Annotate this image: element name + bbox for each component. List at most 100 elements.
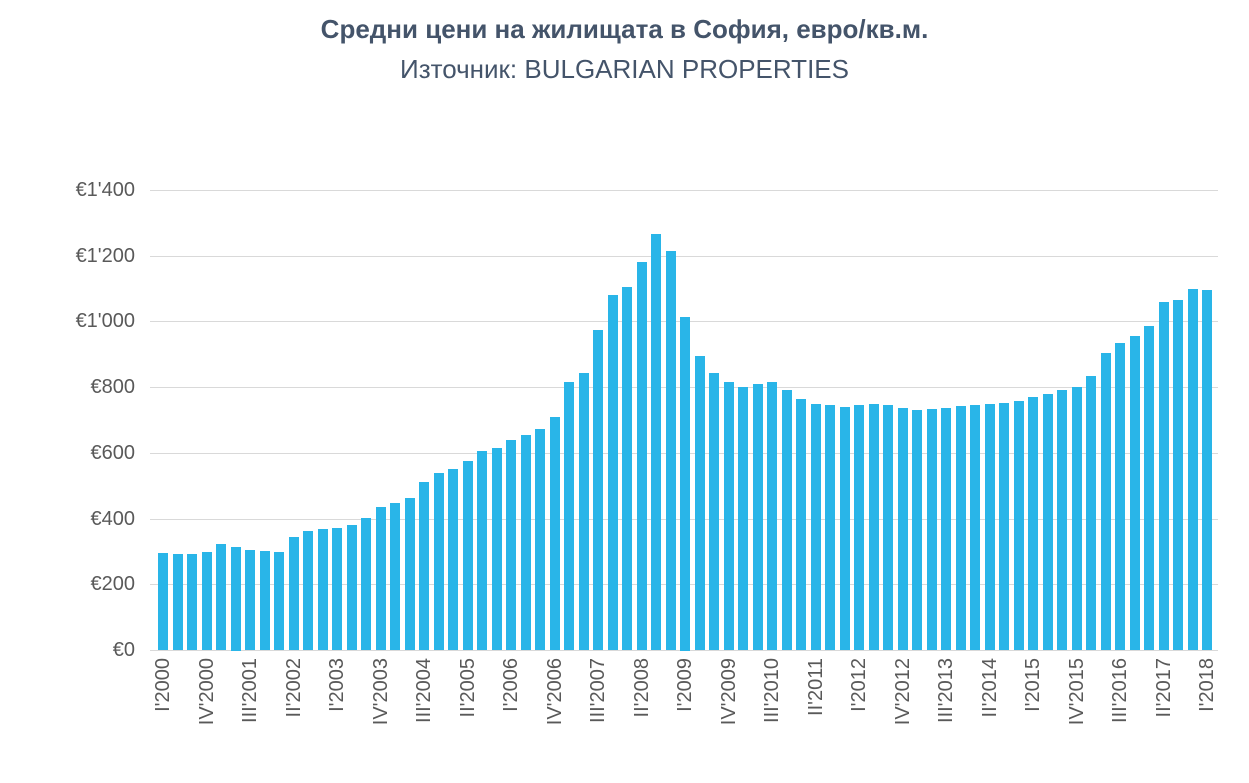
bar xyxy=(883,405,893,650)
bar xyxy=(303,531,313,650)
bar xyxy=(970,405,980,650)
gridline xyxy=(150,190,1218,191)
x-axis-tick-label: IV'2000 xyxy=(196,658,218,726)
bar xyxy=(521,435,531,650)
x-axis-tick-label: II'2011 xyxy=(805,658,827,716)
gridline xyxy=(150,256,1218,257)
bar xyxy=(390,503,400,650)
bar xyxy=(941,408,951,650)
bar xyxy=(738,387,748,650)
x-axis-tick-label: IV'2006 xyxy=(544,658,566,726)
x-axis-tick-label: IV'2003 xyxy=(370,658,392,726)
bar xyxy=(811,404,821,650)
bar xyxy=(1043,394,1053,650)
bar xyxy=(1173,300,1183,650)
bar xyxy=(680,317,690,651)
x-axis-tick-label: I'2018 xyxy=(1196,658,1218,712)
bar xyxy=(187,554,197,650)
bar xyxy=(463,461,473,650)
bar xyxy=(666,251,676,650)
bar xyxy=(158,553,168,650)
bar xyxy=(927,409,937,650)
x-axis-tick-label: IV'2012 xyxy=(892,658,914,726)
bar xyxy=(608,295,618,650)
bar xyxy=(318,529,328,650)
bar xyxy=(724,382,734,650)
bar xyxy=(1086,376,1096,650)
bar xyxy=(332,528,342,650)
chart-subtitle: Източник: BULGARIAN PROPERTIES xyxy=(400,54,849,84)
bar xyxy=(898,408,908,650)
bar xyxy=(753,384,763,650)
bar xyxy=(985,404,995,650)
bar xyxy=(274,552,284,650)
bar xyxy=(709,373,719,650)
bar xyxy=(695,356,705,650)
bar xyxy=(405,498,415,650)
y-axis-tick-label: €1'200 xyxy=(75,245,135,267)
bar xyxy=(854,405,864,650)
bar xyxy=(492,448,502,650)
bar xyxy=(1101,353,1111,650)
bar xyxy=(506,440,516,650)
bar xyxy=(1144,326,1154,650)
x-axis-tick-label: IV'2015 xyxy=(1066,658,1088,726)
bar xyxy=(173,554,183,650)
bar xyxy=(289,537,299,650)
bar xyxy=(448,469,458,650)
x-axis-tick-label: II'2014 xyxy=(979,658,1001,718)
x-axis-tick-label: II'2002 xyxy=(283,658,305,718)
x-axis-tick-label: III'2013 xyxy=(935,658,957,723)
bar xyxy=(796,399,806,650)
bar xyxy=(956,406,966,650)
x-axis-tick-label: IV'2009 xyxy=(718,658,740,726)
bar xyxy=(434,473,444,650)
bar xyxy=(912,410,922,650)
bar xyxy=(651,234,661,650)
bar xyxy=(1014,401,1024,650)
bar xyxy=(622,287,632,650)
bar xyxy=(1202,290,1212,650)
bar xyxy=(1188,289,1198,650)
bar xyxy=(999,403,1009,650)
bar xyxy=(1028,397,1038,650)
x-axis-tick-label: II'2008 xyxy=(631,658,653,718)
bar xyxy=(579,373,589,650)
bar xyxy=(869,404,879,650)
bar xyxy=(593,330,603,650)
bar xyxy=(564,382,574,650)
y-axis-tick-label: €1'000 xyxy=(75,310,135,332)
bar xyxy=(637,262,647,650)
bar xyxy=(376,507,386,650)
x-axis-tick-label: I'2003 xyxy=(326,658,348,712)
y-axis-tick-label: €200 xyxy=(90,573,136,595)
chart-title: Средни цени на жилищата в София, евро/кв… xyxy=(320,14,929,44)
y-axis-tick-label: €0 xyxy=(112,639,135,661)
bar xyxy=(245,550,255,650)
x-axis-tick-label: III'2007 xyxy=(587,658,609,723)
bar xyxy=(361,518,371,650)
y-axis-tick-label: €400 xyxy=(90,508,136,530)
y-axis-tick-label: €600 xyxy=(90,442,136,464)
x-axis-tick-label: I'2015 xyxy=(1022,658,1044,712)
bar xyxy=(231,547,241,651)
x-axis-tick-label: I'2009 xyxy=(674,658,696,712)
y-axis-tick-label: €1'400 xyxy=(75,179,135,201)
bar xyxy=(477,451,487,650)
bar xyxy=(782,390,792,650)
bar xyxy=(1130,336,1140,650)
x-axis-tick-label: III'2004 xyxy=(413,658,435,723)
bar xyxy=(825,405,835,650)
bar xyxy=(260,551,270,650)
x-axis-tick-label: III'2001 xyxy=(239,658,261,723)
bar xyxy=(202,552,212,650)
y-axis-tick-label: €800 xyxy=(90,376,136,398)
x-axis-tick-label: I'2000 xyxy=(152,658,174,712)
x-axis-tick-label: II'2005 xyxy=(457,658,479,718)
x-axis-tick-label: I'2012 xyxy=(848,658,870,712)
bar xyxy=(1072,387,1082,650)
bar xyxy=(347,525,357,650)
bar xyxy=(216,544,226,650)
